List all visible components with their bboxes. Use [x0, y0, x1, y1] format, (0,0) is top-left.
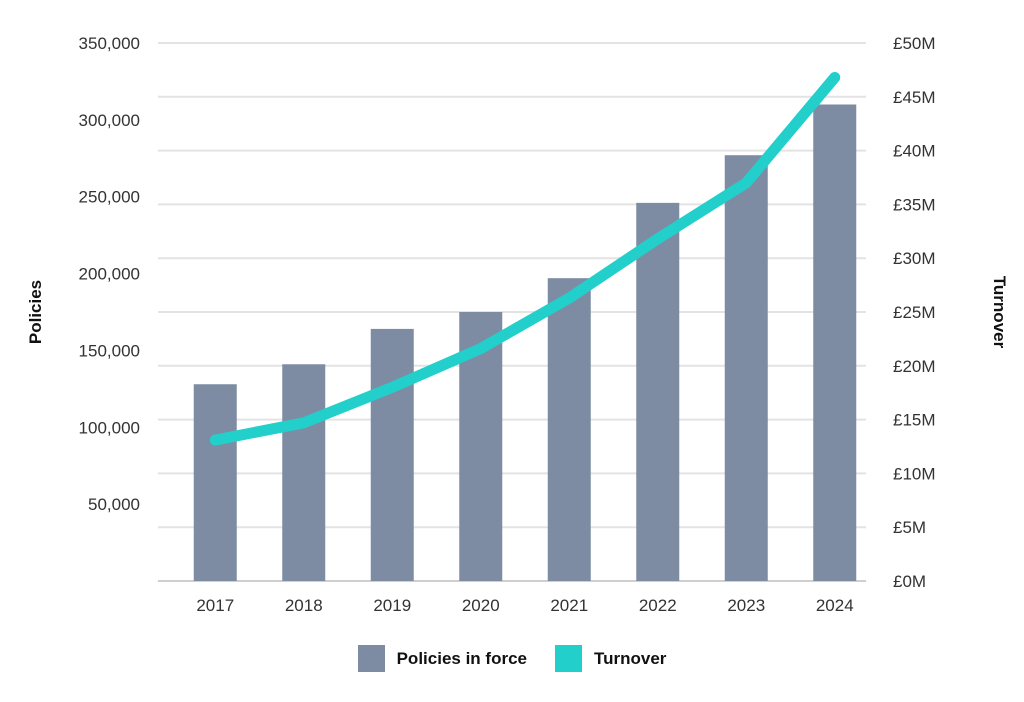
- left-tick-label: 300,000: [79, 111, 140, 130]
- legend-swatch-policies: [357, 645, 385, 672]
- right-tick-label: £40M: [893, 142, 936, 161]
- x-tick-label: 2023: [727, 596, 765, 615]
- right-tick-label: £15M: [893, 411, 936, 430]
- left-tick-label: 200,000: [79, 265, 140, 284]
- x-tick-label: 2019: [373, 596, 411, 615]
- legend-item-turnover: Turnover: [554, 645, 667, 672]
- right-tick-label: £10M: [893, 464, 936, 483]
- bar-2024: [813, 104, 857, 581]
- left-tick-label: 100,000: [79, 418, 140, 437]
- bar-2019: [370, 328, 414, 581]
- left-tick-label: 150,000: [79, 341, 140, 360]
- legend-label-turnover: Turnover: [593, 648, 667, 668]
- right-axis-title: Turnover: [990, 276, 1009, 349]
- legend-label-policies: Policies in force: [396, 648, 527, 668]
- left-axis-ticks: 50,000 100,000 150,000 200,000 250,000 300,00…: [79, 34, 140, 514]
- x-tick-label: 2021: [550, 596, 588, 615]
- bar-2017: [193, 384, 237, 581]
- gridlines: [158, 42, 866, 582]
- x-tick-label: 2024: [816, 596, 854, 615]
- right-tick-label: £45M: [893, 88, 936, 107]
- right-tick-label: £0M: [893, 572, 926, 591]
- bar-2022: [636, 202, 680, 581]
- right-tick-label: £5M: [893, 518, 926, 537]
- bar-2021: [547, 278, 591, 581]
- legend-item-policies: Policies in force: [357, 645, 527, 672]
- line-series: [209, 71, 841, 446]
- left-tick-label: 250,000: [79, 188, 140, 207]
- legend: Policies in force Turnover: [0, 645, 1024, 672]
- right-tick-label: £30M: [893, 249, 936, 268]
- bar-series: [193, 104, 857, 581]
- bar-2018: [282, 364, 326, 581]
- right-tick-label: £25M: [893, 303, 936, 322]
- right-tick-label: £20M: [893, 357, 936, 376]
- legend-swatch-turnover: [554, 645, 582, 672]
- x-axis-ticks: 2017 2018 2019 2020 2021 2022 2023 2024: [196, 596, 853, 615]
- left-axis-title: Policies: [26, 280, 45, 344]
- x-tick-label: 2022: [639, 596, 677, 615]
- x-tick-label: 2017: [196, 596, 234, 615]
- right-tick-label: £50M: [893, 34, 936, 53]
- x-tick-label: 2020: [462, 596, 500, 615]
- bar-2023: [724, 155, 768, 581]
- left-tick-label: 350,000: [79, 34, 140, 53]
- right-tick-label: £35M: [893, 195, 936, 214]
- right-axis-ticks: £0M £5M £10M £15M £20M £25M £30M £35M £40M £45M £5…: [893, 34, 936, 591]
- left-tick-label: 50,000: [88, 495, 140, 514]
- turnover-line: [209, 71, 841, 446]
- x-tick-label: 2018: [285, 596, 323, 615]
